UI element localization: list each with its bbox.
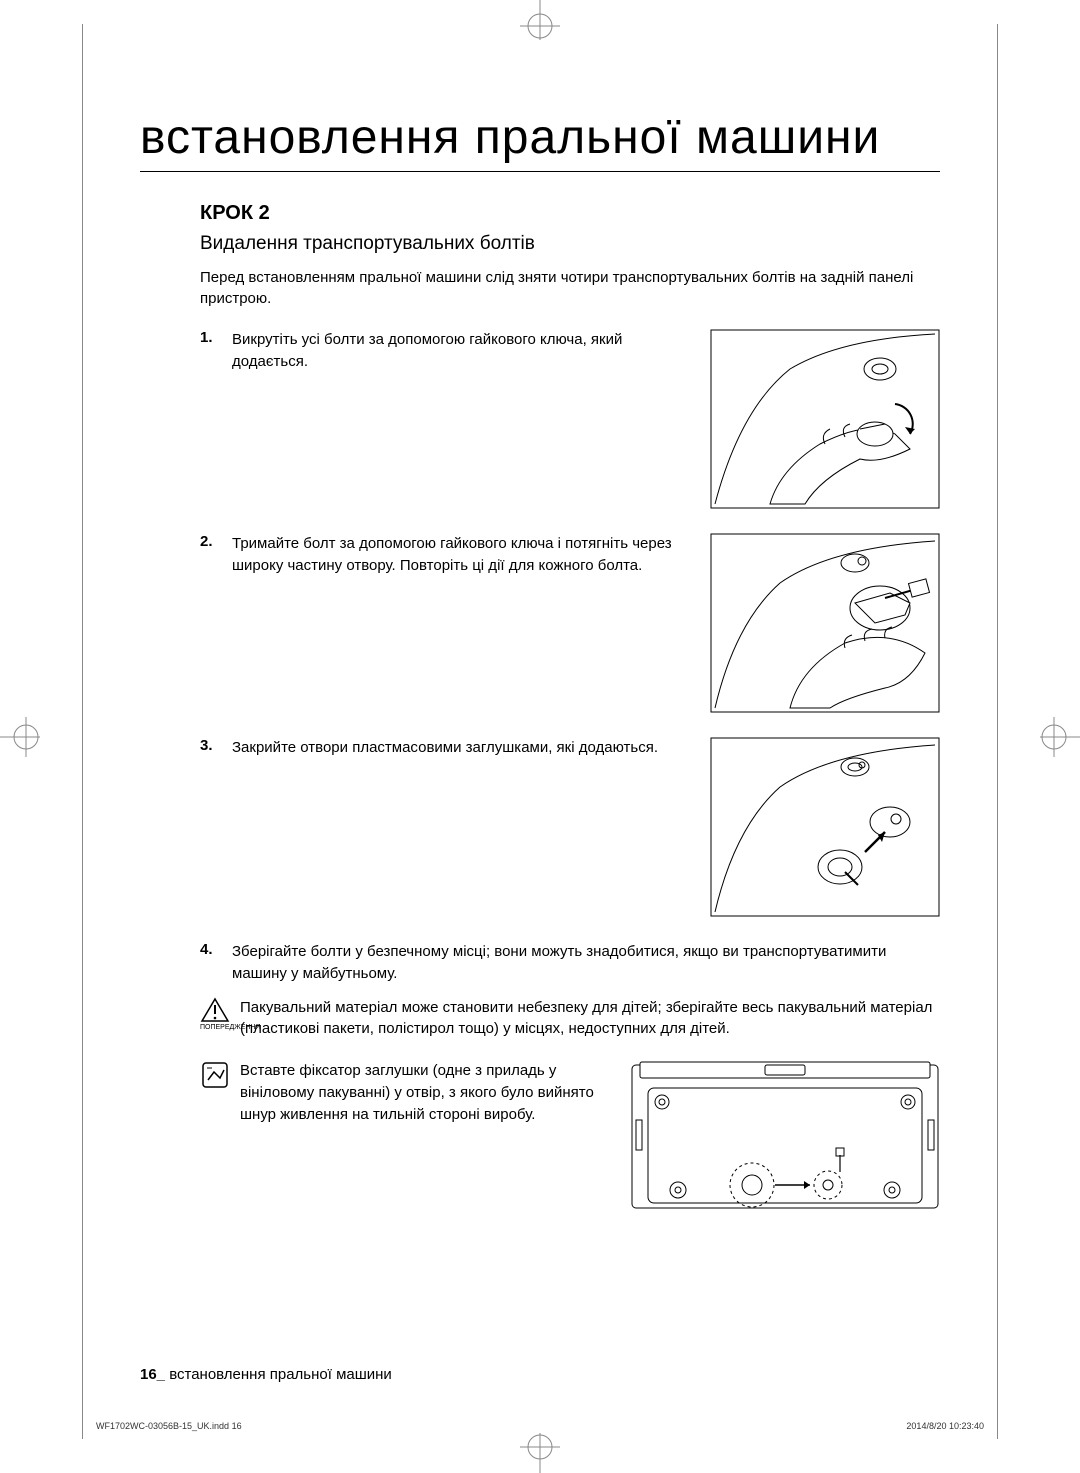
step-text: Закрийте отвори пластмасовими заглушками… [232, 737, 690, 759]
illustration-pull-bolt [710, 533, 940, 713]
warning-label: ПОПЕРЕДЖЕННЯ [200, 1023, 230, 1033]
warning-block: ПОПЕРЕДЖЕННЯ Пакувальний матеріал може с… [200, 997, 940, 1041]
step-heading: КРОК 2 [200, 202, 940, 225]
step-number: 1. [200, 329, 218, 346]
crop-mark-right [1040, 717, 1080, 757]
print-metadata: WF1702WC-03056B-15_UK.indd 16 2014/8/20 … [96, 1421, 984, 1431]
step-number: 2. [200, 533, 218, 550]
step-2: 2. Тримайте болт за допомогою гайкового … [200, 533, 940, 713]
print-date: 2014/8/20 10:23:40 [906, 1421, 984, 1431]
warning-triangle-icon [200, 997, 230, 1023]
crop-mark-bottom [520, 1433, 560, 1473]
print-file: WF1702WC-03056B-15_UK.indd 16 [96, 1421, 242, 1431]
note-clipboard-icon [200, 1060, 230, 1090]
step-text: Зберігайте болти у безпечному місці; вон… [232, 941, 940, 985]
step-number: 3. [200, 737, 218, 754]
note-block: Вставте фіксатор заглушки (одне з прилад… [200, 1060, 940, 1210]
page-title: встановлення пральної машини [140, 110, 940, 172]
intro-text: Перед встановленням пральної машини слід… [200, 267, 940, 309]
crop-mark-left [0, 717, 40, 757]
step-number: 4. [200, 941, 218, 958]
step-1: 1. Викрутіть усі болти за допомогою гайк… [200, 329, 940, 509]
page-footer: 16_ встановлення пральної машини [140, 1366, 392, 1383]
page-footer-text: встановлення пральної машини [169, 1366, 392, 1383]
illustration-unscrew-bolt [710, 329, 940, 509]
note-text: Вставте фіксатор заглушки (одне з прилад… [240, 1060, 600, 1125]
subheading: Видалення транспортувальних болтів [200, 233, 940, 255]
step-4: 4. Зберігайте болти у безпечному місці; … [200, 941, 940, 985]
warning-text: Пакувальний матеріал може становити небе… [240, 997, 940, 1041]
step-text: Викрутіть усі болти за допомогою гайково… [232, 329, 690, 373]
page-number: 16_ [140, 1366, 165, 1383]
step-3: 3. Закрийте отвори пластмасовими заглушк… [200, 737, 940, 917]
illustration-back-panel [630, 1060, 940, 1210]
step-text: Тримайте болт за допомогою гайкового клю… [232, 533, 690, 577]
illustration-insert-cap [710, 737, 940, 917]
